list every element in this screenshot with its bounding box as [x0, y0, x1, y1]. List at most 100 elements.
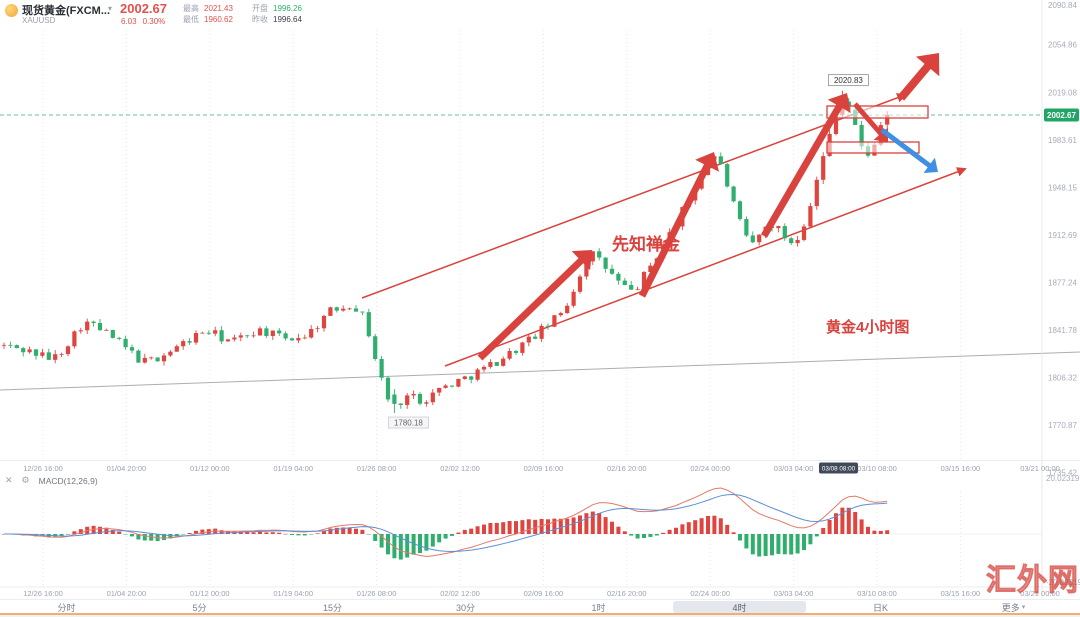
macd-bar	[558, 518, 563, 534]
macd-bar	[642, 534, 646, 538]
bullish-forecast-arrow[interactable]	[897, 53, 940, 101]
timeframe-toolbar: 分时 5分 15分 30分 1时 4时 日K 更多 ▾	[0, 599, 1080, 614]
macd-bar	[872, 530, 877, 534]
bottom-strip	[0, 615, 1080, 617]
candle-body	[21, 348, 26, 353]
candlestick-series	[1, 90, 890, 414]
chevron-down-icon: ▾	[1021, 604, 1026, 611]
candle-body	[629, 285, 634, 290]
macd-bar	[424, 534, 429, 551]
session-stats: 最高 2021.43 最低 1960.62 开盘 1996.26 昨收 1996.64	[183, 3, 307, 25]
wedge-upper-line[interactable]	[361, 93, 907, 299]
candle-body	[360, 311, 365, 313]
macd-bar	[379, 534, 384, 548]
macd-bar	[859, 519, 864, 534]
macd-bar	[738, 534, 742, 541]
macd-bar	[296, 534, 301, 536]
candle-body	[744, 219, 749, 236]
macd-bar	[776, 534, 781, 554]
tab-15min[interactable]: 15分	[322, 602, 342, 613]
macd-bar	[718, 518, 723, 534]
macd-bar	[411, 534, 416, 555]
candle-body	[545, 325, 551, 327]
tab-5min[interactable]: 5分	[192, 602, 207, 613]
long-term-trendline[interactable]	[0, 351, 1080, 391]
macd-bar	[117, 531, 122, 534]
candle-body	[584, 261, 589, 277]
macd-bar	[635, 534, 640, 539]
macd-bar	[750, 534, 755, 555]
macd-bar	[386, 534, 390, 555]
candle-body	[776, 226, 781, 229]
resistance-zone-box[interactable]	[826, 105, 929, 119]
candle-body	[225, 339, 231, 342]
time-tick-label: 02/16 20:00	[607, 589, 647, 598]
macd-bar	[866, 526, 870, 534]
tab-1hour[interactable]: 1时	[591, 602, 606, 613]
chart-canvas[interactable]: 先知禅金黄金4小时图2020.831780.182090.842054.8620…	[0, 0, 1080, 599]
bullish-forecast-arrow[interactable]	[638, 152, 719, 298]
macd-dea-line	[4, 493, 888, 553]
candle-body	[334, 307, 339, 311]
chevron-down-icon[interactable]: ▾	[108, 4, 113, 13]
annotation-text[interactable]: 先知禅金	[612, 234, 681, 254]
macd-bar	[802, 534, 806, 551]
time-tick-label: 01/04 20:00	[107, 464, 147, 473]
macd-indicator-header: ✕ ⚙ MACD(12,26,9)	[5, 475, 98, 486]
time-tick-label: 02/02 12:00	[440, 589, 480, 598]
bullish-forecast-arrow[interactable]	[477, 250, 592, 361]
macd-bar	[98, 526, 102, 534]
macd-bar	[590, 511, 595, 534]
macd-bar	[264, 532, 269, 534]
tab-daily[interactable]: 日K	[872, 602, 888, 613]
macd-bar	[219, 530, 224, 534]
bearish-forecast-arrow[interactable]	[880, 128, 939, 173]
candle-body	[168, 351, 173, 356]
support-zone-box[interactable]	[826, 141, 920, 154]
macd-bar	[782, 534, 787, 555]
candle-body	[424, 402, 429, 404]
candle-body	[405, 395, 410, 405]
time-tick-label: 03/21 00:00	[1020, 464, 1060, 473]
candle-body	[603, 257, 608, 269]
macd-bar	[610, 521, 614, 534]
candle-body	[46, 352, 51, 360]
time-tick-label: 01/12 00:00	[190, 464, 230, 473]
macd-bar	[834, 513, 838, 534]
candle-body	[821, 156, 826, 180]
wedge-lower-line[interactable]	[444, 167, 967, 367]
tab-4hour[interactable]: 4时	[673, 601, 806, 613]
macd-bar	[392, 534, 397, 559]
macd-bar	[469, 528, 474, 534]
open-value: 1996.26	[273, 4, 302, 13]
annotation-text[interactable]: 黄金4小时图	[826, 318, 909, 336]
macd-bar	[130, 534, 134, 537]
macd-bar	[770, 534, 774, 556]
macd-bar	[315, 533, 320, 534]
price-tick-label: 1841.78	[1048, 326, 1077, 335]
price-axis: 2090.84 2054.86 2019.08 1983.61 1948.15 1912.…	[1044, 1, 1080, 587]
crosshair-time-badge	[819, 462, 858, 474]
candle-body	[437, 387, 442, 393]
candle-body	[142, 357, 147, 363]
candle-body	[565, 305, 570, 314]
candle-body	[187, 341, 192, 343]
macd-bar	[712, 515, 717, 534]
tab-30min[interactable]: 30分	[455, 602, 475, 613]
bullish-forecast-arrow[interactable]	[853, 102, 888, 142]
settings-icon[interactable]: ⚙	[21, 475, 30, 485]
bullish-forecast-arrow[interactable]	[761, 93, 851, 238]
macd-bar	[328, 528, 333, 534]
macd-bar	[648, 534, 653, 537]
symbol-name[interactable]: 现货黄金(FXCM...	[22, 5, 110, 17]
tab-timeline[interactable]: 分时	[57, 602, 76, 613]
tab-more[interactable]: 更多 ▾	[1001, 602, 1026, 613]
macd-bar	[744, 534, 749, 549]
macd-bar	[520, 520, 525, 534]
macd-bar	[59, 534, 64, 537]
candle-body	[27, 349, 32, 353]
close-icon[interactable]: ✕	[5, 475, 13, 485]
candle-body	[469, 376, 474, 380]
time-tick-label: 12/26 16:00	[23, 464, 63, 473]
